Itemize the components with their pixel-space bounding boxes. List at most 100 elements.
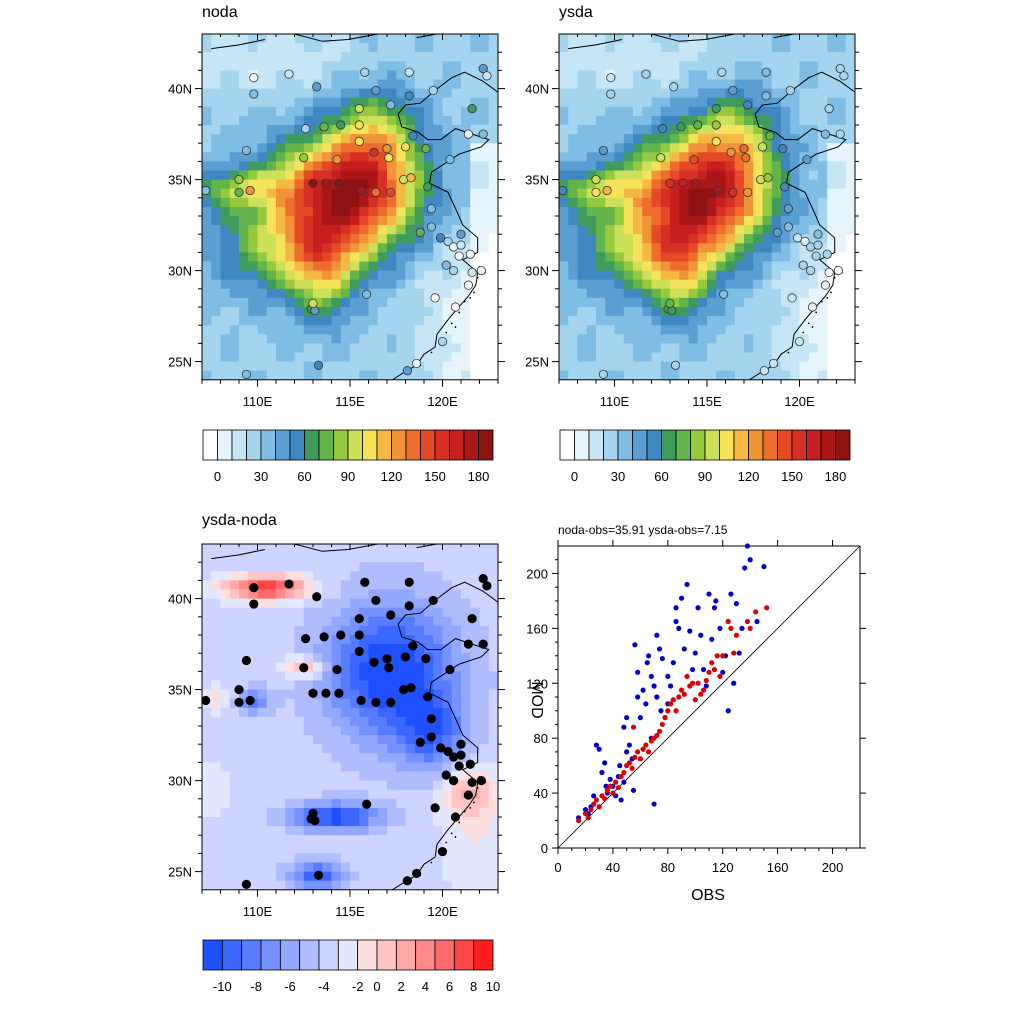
station-marker xyxy=(321,688,331,698)
station-marker xyxy=(711,104,721,114)
station-marker xyxy=(448,266,459,276)
noda-point xyxy=(621,779,627,785)
station-marker xyxy=(404,601,414,611)
ysda-point xyxy=(646,749,652,755)
ysda-point xyxy=(665,708,671,714)
station-marker xyxy=(202,695,211,706)
lon-tick-label: 120E xyxy=(427,904,458,919)
ysda-point xyxy=(728,625,734,631)
lat-tick-label: 30N xyxy=(525,264,549,279)
station-marker xyxy=(426,222,436,232)
station-marker xyxy=(371,595,381,606)
station-marker xyxy=(793,233,803,243)
colorbar-swatch xyxy=(337,939,359,971)
noda-point xyxy=(621,724,627,730)
colorbar-swatch xyxy=(762,429,778,461)
station-marker xyxy=(800,236,810,247)
station-marker xyxy=(308,298,318,308)
station-marker xyxy=(245,695,255,706)
colorbar-swatch xyxy=(690,429,706,461)
station-marker xyxy=(449,752,459,762)
colorbar-swatch xyxy=(275,429,291,461)
station-marker xyxy=(641,69,651,79)
colorbar-swatch xyxy=(748,429,764,461)
ysda-point xyxy=(733,632,740,638)
colorbar-swatch xyxy=(434,429,450,461)
station-marker xyxy=(321,178,331,188)
station-marker xyxy=(783,204,793,214)
station-marker xyxy=(478,573,488,584)
noda-point xyxy=(656,646,663,652)
diff-panel-title: ysda-noda xyxy=(202,512,277,529)
station-marker xyxy=(399,685,409,695)
station-marker xyxy=(598,145,609,156)
station-marker xyxy=(415,737,425,747)
colorbar-swatch xyxy=(835,429,851,461)
noda-point xyxy=(739,625,745,631)
station-marker xyxy=(334,688,344,698)
station-marker xyxy=(312,82,322,92)
station-marker xyxy=(676,122,686,132)
noda-point xyxy=(624,749,630,755)
station-marker xyxy=(234,685,244,695)
colorbar-label: 2 xyxy=(398,979,405,994)
noda-point xyxy=(637,714,643,721)
ysda-point xyxy=(643,742,649,748)
station-marker xyxy=(415,227,425,237)
station-marker xyxy=(463,280,473,290)
ysda-map: 110E 115E 120E 40N 35N 30N 25N xyxy=(525,33,862,409)
scatter-xlabel: OBS xyxy=(691,887,725,904)
noda-point xyxy=(720,669,726,675)
colorbar-label: 60 xyxy=(297,469,311,484)
one-to-one-line xyxy=(557,545,861,849)
ysda-point xyxy=(698,691,704,697)
station-marker xyxy=(726,147,736,157)
colorbar-label: 150 xyxy=(781,469,803,484)
colorbar-swatch xyxy=(478,429,494,461)
station-marker xyxy=(820,280,830,290)
colorbar-label: 0 xyxy=(373,979,380,994)
ysda-point xyxy=(585,815,591,821)
colorbar-swatch xyxy=(333,429,349,461)
colorbar-label: 30 xyxy=(254,469,268,484)
noda-point xyxy=(698,632,704,638)
station-marker xyxy=(356,695,366,706)
station-marker xyxy=(426,204,436,214)
noda-point xyxy=(681,646,687,652)
colorbar-swatch xyxy=(318,429,334,461)
noda-point xyxy=(593,742,600,748)
lat-tick-label: 35N xyxy=(168,683,192,698)
station-marker xyxy=(465,759,475,769)
station-marker xyxy=(454,761,464,771)
station-marker xyxy=(456,229,466,239)
station-marker xyxy=(362,289,372,299)
noda-point xyxy=(630,787,637,793)
station-marker xyxy=(334,178,344,188)
colorbar-swatch xyxy=(202,429,218,461)
station-marker xyxy=(356,185,366,196)
colorbar-swatch xyxy=(588,429,604,461)
colorbar-label: 90 xyxy=(341,469,355,484)
ysda-point xyxy=(747,625,753,631)
station-marker xyxy=(436,233,446,243)
station-marker xyxy=(824,267,834,278)
colorbar-swatch xyxy=(820,429,836,461)
colorbar-swatch xyxy=(376,939,397,971)
noda-point xyxy=(626,742,632,748)
lat-tick-label: 25N xyxy=(525,355,549,370)
noda-point xyxy=(644,660,650,666)
colorbar-swatch xyxy=(675,429,691,461)
ysda-point xyxy=(717,673,723,680)
colorbar-swatch xyxy=(376,429,392,461)
ysda-point xyxy=(764,605,770,611)
station-marker xyxy=(284,579,294,589)
noda-point xyxy=(706,591,712,597)
noda-point xyxy=(582,806,589,813)
station-marker xyxy=(467,267,477,278)
colorbar-label: 180 xyxy=(468,469,490,484)
station-marker xyxy=(606,73,616,83)
station-marker xyxy=(691,178,701,188)
station-marker xyxy=(354,120,364,130)
lon-tick-label: 110E xyxy=(600,394,630,409)
station-marker xyxy=(406,683,416,693)
